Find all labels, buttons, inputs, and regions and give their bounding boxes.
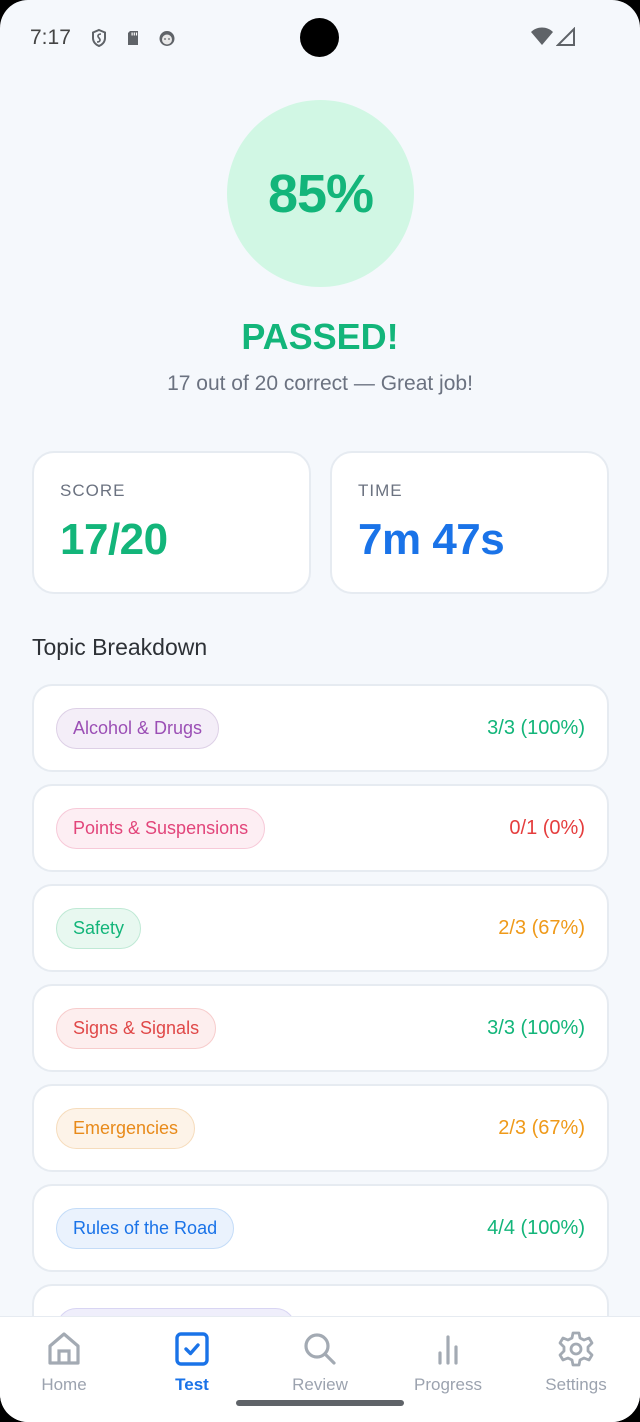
gear-icon xyxy=(558,1331,594,1367)
nav-home-label: Home xyxy=(41,1375,87,1394)
topic-row: Emergencies 2/3 (67%) xyxy=(32,1084,609,1172)
topic-chip: Alcohol & Drugs xyxy=(56,707,220,749)
shield-icon xyxy=(91,28,106,48)
topic-score: 3/3 (100%) xyxy=(487,1016,585,1039)
bottom-nav: Home Test Review Progress Settings xyxy=(0,1316,640,1422)
score-value: 17/20 xyxy=(60,515,168,564)
topic-breakdown-title: Topic Breakdown xyxy=(32,634,208,660)
time-card: TIME 7m 47s xyxy=(330,451,609,594)
nav-test[interactable]: Test xyxy=(128,1317,256,1422)
topic-list: Alcohol & Drugs 3/3 (100%) Points & Susp… xyxy=(32,684,609,1384)
nav-progress[interactable]: Progress xyxy=(384,1317,512,1422)
time-label: TIME xyxy=(358,481,403,500)
topic-row: Signs & Signals 3/3 (100%) xyxy=(32,984,609,1072)
topic-score: 2/3 (67%) xyxy=(498,1116,585,1139)
topic-row: Safety 2/3 (67%) xyxy=(32,884,609,972)
topic-chip: Points & Suspensions xyxy=(56,807,266,849)
wifi-icon xyxy=(531,27,553,45)
score-label: SCORE xyxy=(60,481,126,500)
nav-progress-label: Progress xyxy=(413,1375,483,1394)
topic-row: Rules of the Road 4/4 (100%) xyxy=(32,1184,609,1272)
topic-chip: Safety xyxy=(56,907,142,949)
bar-chart-icon xyxy=(438,1335,458,1365)
signal-icon xyxy=(556,27,575,46)
search-icon xyxy=(304,1333,336,1365)
face-icon xyxy=(159,31,175,46)
topic-row: Points & Suspensions 0/1 (0%) xyxy=(32,784,609,872)
topic-row: Alcohol & Drugs 3/3 (100%) xyxy=(32,684,609,772)
nav-settings-label: Settings xyxy=(545,1375,607,1394)
result-subtitle: 17 out of 20 correct — Great job! xyxy=(167,372,473,395)
time-value: 7m 47s xyxy=(358,515,505,564)
topic-chip: Signs & Signals xyxy=(56,1007,217,1049)
topic-score: 0/1 (0%) xyxy=(509,816,585,839)
result-title: PASSED! xyxy=(241,316,399,357)
home-indicator[interactable] xyxy=(236,1400,404,1406)
camera-cutout xyxy=(300,18,339,57)
score-percent: 85% xyxy=(267,163,374,224)
topic-score: 4/4 (100%) xyxy=(487,1216,585,1239)
checkbox-icon xyxy=(175,1332,209,1366)
home-icon xyxy=(48,1332,80,1365)
status-bar: 7:17 xyxy=(0,0,640,76)
status-time: 7:17 xyxy=(30,26,71,49)
score-circle: 85% xyxy=(227,100,414,287)
sd-card-icon xyxy=(127,31,138,45)
topic-score: 2/3 (67%) xyxy=(498,916,585,939)
nav-review-label: Review xyxy=(292,1375,348,1394)
topic-chip: Emergencies xyxy=(56,1107,196,1149)
topic-chip: Rules of the Road xyxy=(56,1207,235,1249)
topic-score: 3/3 (100%) xyxy=(487,716,585,739)
nav-test-label: Test xyxy=(175,1375,209,1394)
nav-settings[interactable]: Settings xyxy=(512,1317,640,1422)
nav-review[interactable]: Review xyxy=(256,1317,384,1422)
nav-home[interactable]: Home xyxy=(0,1317,128,1422)
score-card: SCORE 17/20 xyxy=(32,451,311,594)
